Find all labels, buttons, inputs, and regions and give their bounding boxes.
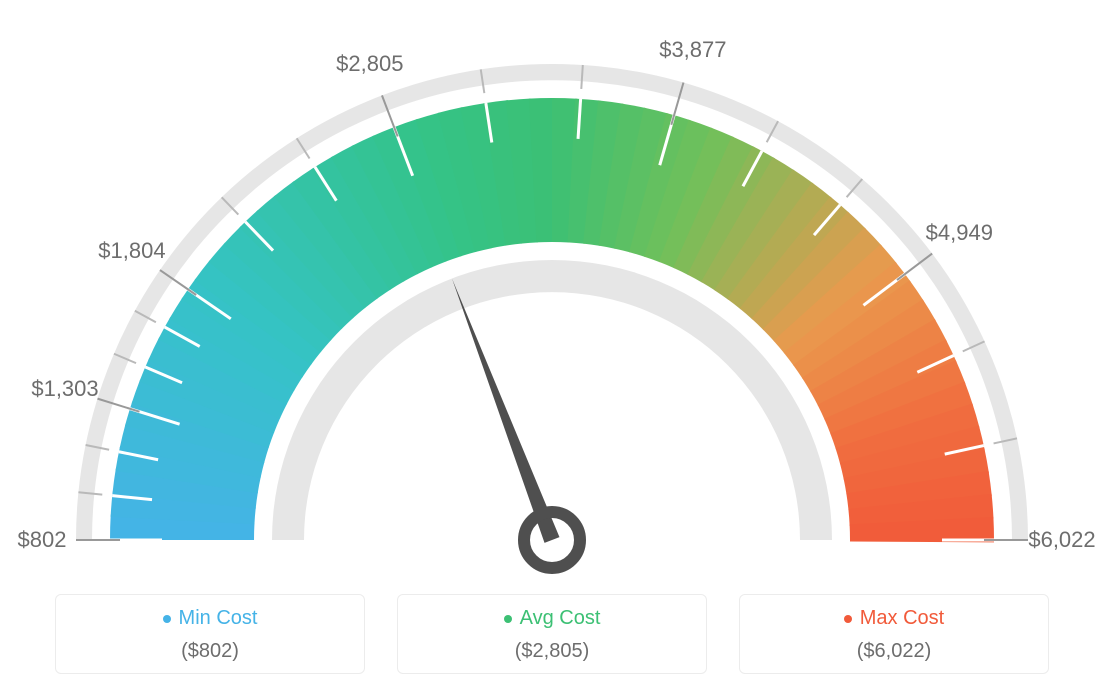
legend-title-row: Min Cost	[163, 607, 258, 630]
gauge-tick-label: $2,805	[336, 51, 403, 77]
gauge-tick-label: $4,949	[926, 220, 993, 246]
legend-dot-icon	[163, 615, 171, 623]
legend-title: Min Cost	[179, 607, 258, 630]
legend-row: Min Cost ($802) Avg Cost ($2,805) Max Cost ($…	[0, 594, 1104, 674]
gauge-tick-label: $802	[18, 527, 67, 553]
gauge-chart	[0, 0, 1104, 580]
gauge-tick-label: $1,303	[31, 376, 98, 402]
gauge-tick-label: $3,877	[659, 37, 726, 63]
legend-card: Max Cost ($6,022)	[739, 594, 1049, 674]
legend-dot-icon	[844, 615, 852, 623]
legend-title-row: Avg Cost	[504, 607, 601, 630]
legend-title: Max Cost	[860, 607, 944, 630]
legend-dot-icon	[504, 615, 512, 623]
gauge-container	[0, 0, 1104, 580]
legend-title-row: Max Cost	[844, 607, 944, 630]
legend-value: ($6,022)	[857, 640, 932, 663]
legend-card: Min Cost ($802)	[55, 594, 365, 674]
legend-card: Avg Cost ($2,805)	[397, 594, 707, 674]
gauge-tick-label: $1,804	[98, 238, 165, 264]
legend-value: ($802)	[181, 640, 239, 663]
gauge-tick-label: $6,022	[1028, 527, 1095, 553]
legend-value: ($2,805)	[515, 640, 590, 663]
legend-title: Avg Cost	[520, 607, 601, 630]
